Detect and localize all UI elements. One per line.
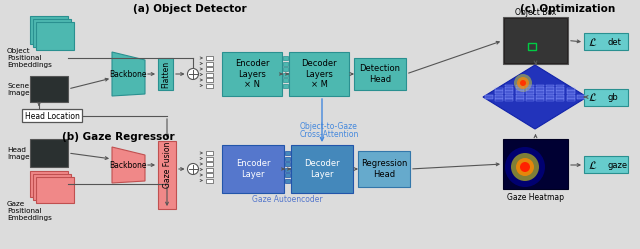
FancyBboxPatch shape (206, 179, 213, 183)
FancyBboxPatch shape (354, 58, 406, 90)
FancyBboxPatch shape (285, 162, 290, 166)
Text: Backbone: Backbone (109, 161, 147, 170)
FancyBboxPatch shape (206, 157, 213, 161)
Polygon shape (483, 65, 587, 129)
Text: Encoder
Layers
× N: Encoder Layers × N (235, 59, 269, 89)
Text: Gaze Fusion: Gaze Fusion (163, 142, 172, 188)
FancyBboxPatch shape (584, 156, 628, 173)
Text: Object Box: Object Box (515, 7, 556, 16)
FancyBboxPatch shape (206, 72, 213, 76)
Text: Gaze
Positional
Embeddings: Gaze Positional Embeddings (7, 201, 52, 221)
Text: (a) Object Detector: (a) Object Detector (133, 4, 247, 14)
Text: Object
Positional
Embeddings: Object Positional Embeddings (7, 48, 52, 68)
FancyBboxPatch shape (222, 52, 282, 96)
FancyBboxPatch shape (206, 78, 213, 82)
FancyBboxPatch shape (206, 151, 213, 155)
Text: Gaze Autoencoder: Gaze Autoencoder (252, 194, 323, 203)
Text: gaze: gaze (608, 161, 628, 170)
FancyBboxPatch shape (206, 168, 213, 172)
FancyBboxPatch shape (30, 171, 68, 197)
Circle shape (514, 74, 532, 92)
Circle shape (517, 77, 529, 89)
FancyBboxPatch shape (358, 151, 410, 187)
Text: Gaze Heatmap: Gaze Heatmap (507, 192, 564, 201)
FancyBboxPatch shape (285, 168, 290, 172)
FancyBboxPatch shape (30, 139, 68, 167)
Text: Cross-Attention: Cross-Attention (300, 129, 358, 138)
Text: Head
Image: Head Image (7, 146, 29, 160)
FancyBboxPatch shape (30, 76, 68, 102)
Text: Regression
Head: Regression Head (361, 159, 407, 179)
FancyBboxPatch shape (503, 139, 568, 189)
Circle shape (188, 68, 198, 79)
FancyBboxPatch shape (584, 33, 628, 50)
FancyBboxPatch shape (283, 83, 288, 87)
Text: det: det (608, 38, 622, 47)
FancyBboxPatch shape (503, 17, 568, 64)
FancyBboxPatch shape (289, 52, 349, 96)
FancyBboxPatch shape (206, 56, 213, 60)
Circle shape (511, 153, 539, 181)
FancyBboxPatch shape (222, 145, 284, 193)
Text: $\mathcal{L}$: $\mathcal{L}$ (588, 36, 598, 48)
Text: (b) Gaze Regressor: (b) Gaze Regressor (61, 132, 174, 142)
FancyBboxPatch shape (584, 89, 628, 106)
FancyBboxPatch shape (283, 78, 288, 82)
FancyBboxPatch shape (285, 157, 290, 161)
FancyBboxPatch shape (283, 67, 288, 71)
FancyBboxPatch shape (36, 177, 74, 203)
Text: Head Location: Head Location (24, 112, 79, 121)
FancyBboxPatch shape (158, 141, 176, 209)
Text: Scene
Image: Scene Image (7, 82, 29, 96)
FancyBboxPatch shape (283, 72, 288, 76)
Polygon shape (112, 147, 145, 183)
FancyBboxPatch shape (285, 173, 290, 177)
Circle shape (520, 162, 530, 172)
Text: $\mathcal{L}$: $\mathcal{L}$ (588, 159, 598, 171)
FancyBboxPatch shape (283, 56, 288, 60)
FancyBboxPatch shape (206, 83, 213, 87)
Circle shape (188, 164, 198, 175)
Circle shape (505, 147, 545, 187)
Text: gb: gb (608, 92, 619, 102)
FancyBboxPatch shape (206, 173, 213, 177)
Text: Detection
Head: Detection Head (360, 64, 401, 84)
Text: Flatten: Flatten (161, 61, 170, 88)
Text: Decoder
Layer: Decoder Layer (304, 159, 340, 179)
Circle shape (516, 158, 534, 176)
FancyBboxPatch shape (206, 67, 213, 71)
Circle shape (520, 80, 526, 86)
Text: $\mathcal{L}$: $\mathcal{L}$ (588, 91, 598, 103)
Text: Backbone: Backbone (109, 69, 147, 78)
Text: Decoder
Layers
× M: Decoder Layers × M (301, 59, 337, 89)
FancyBboxPatch shape (285, 151, 290, 155)
FancyBboxPatch shape (158, 58, 173, 90)
FancyBboxPatch shape (30, 16, 68, 44)
FancyBboxPatch shape (33, 19, 71, 47)
FancyBboxPatch shape (36, 22, 74, 50)
FancyBboxPatch shape (206, 162, 213, 166)
FancyBboxPatch shape (206, 62, 213, 65)
FancyBboxPatch shape (283, 62, 288, 65)
Text: Object-to-Gaze: Object-to-Gaze (300, 122, 358, 130)
FancyBboxPatch shape (505, 19, 566, 62)
Text: (c) Optimization: (c) Optimization (520, 4, 616, 14)
FancyBboxPatch shape (22, 109, 82, 122)
Text: Encoder
Layer: Encoder Layer (236, 159, 270, 179)
FancyBboxPatch shape (291, 145, 353, 193)
FancyBboxPatch shape (285, 179, 290, 183)
FancyBboxPatch shape (33, 174, 71, 200)
Polygon shape (112, 52, 145, 96)
